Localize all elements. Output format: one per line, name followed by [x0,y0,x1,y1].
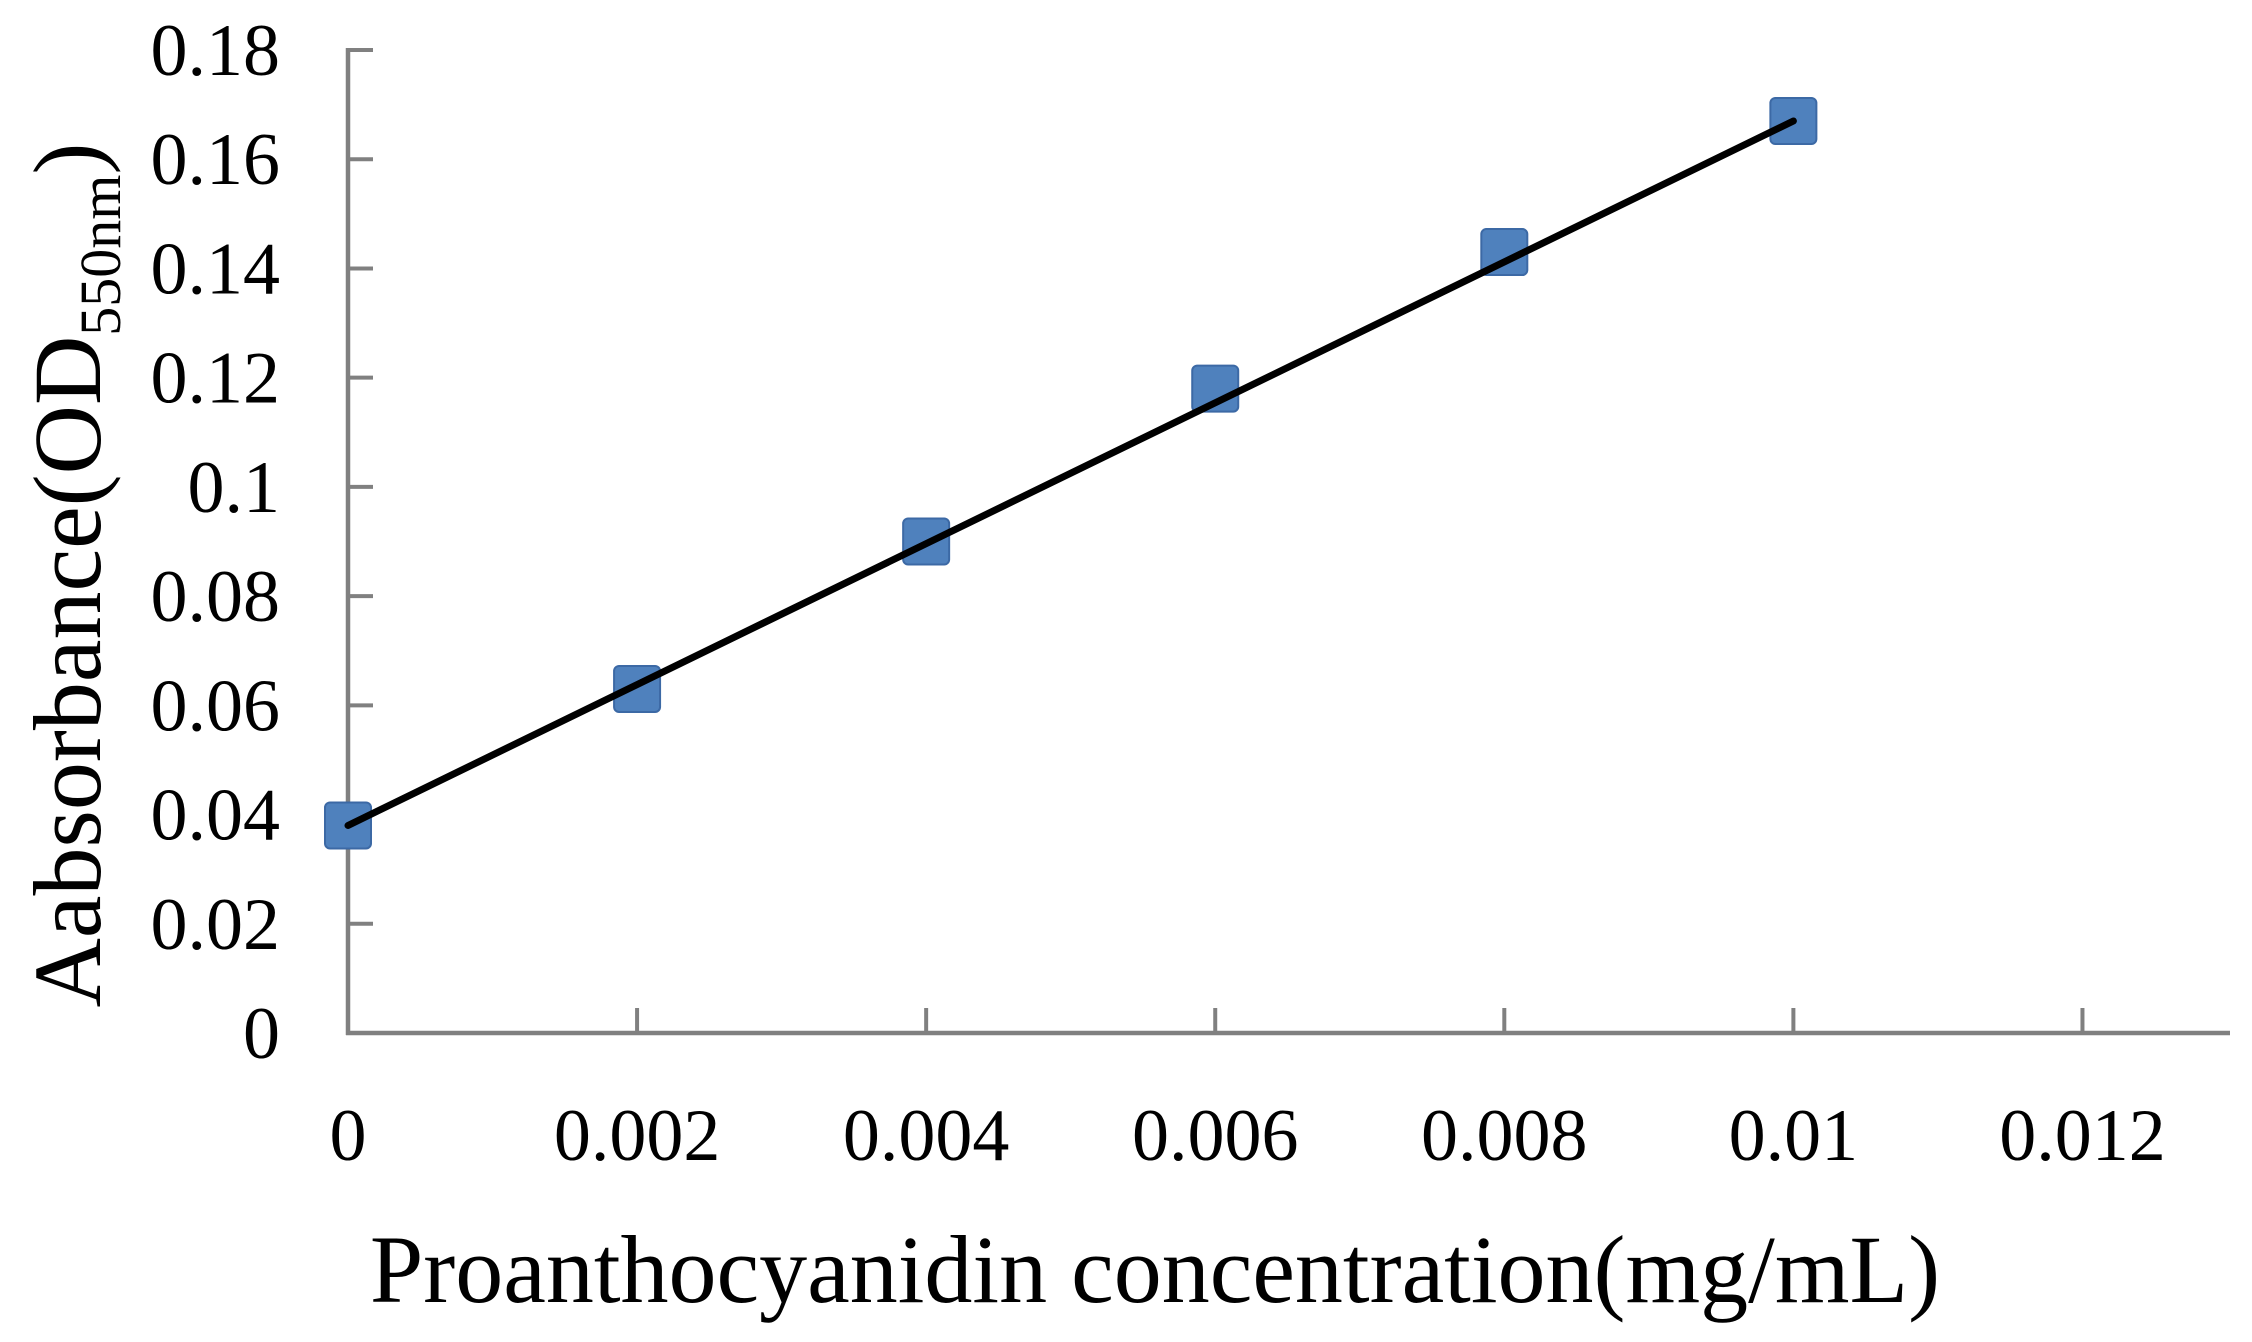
x-axis-title: Proanthocyanidin concentration(mg/mL) [370,1216,1940,1323]
y-tick-label: 0.16 [151,119,281,201]
x-tick-label: 0.006 [1132,1095,1299,1177]
y-tick-label: 0.1 [188,447,281,529]
y-axis-title: Aabsorbance(OD550nm) [14,143,133,1008]
x-tick-label: 0.002 [554,1095,721,1177]
y-tick-label: 0.14 [151,228,281,310]
x-tick-label: 0.004 [843,1095,1010,1177]
x-tick-label: 0.012 [1999,1095,2166,1177]
trendline [344,117,1797,829]
y-tick-label: 0.18 [151,10,281,92]
y-tick-label: 0 [243,993,280,1075]
x-tick-label: 0.01 [1729,1095,1859,1177]
x-tick-label: 0.008 [1421,1095,1588,1177]
y-tick-label: 0.04 [151,775,281,857]
y-tick-label: 0.12 [151,338,281,420]
y-tick-label: 0.06 [151,665,281,747]
y-tick-label: 0.02 [151,884,281,966]
y-tick-label: 0.08 [151,556,281,638]
x-tick-label: 0 [330,1095,367,1177]
